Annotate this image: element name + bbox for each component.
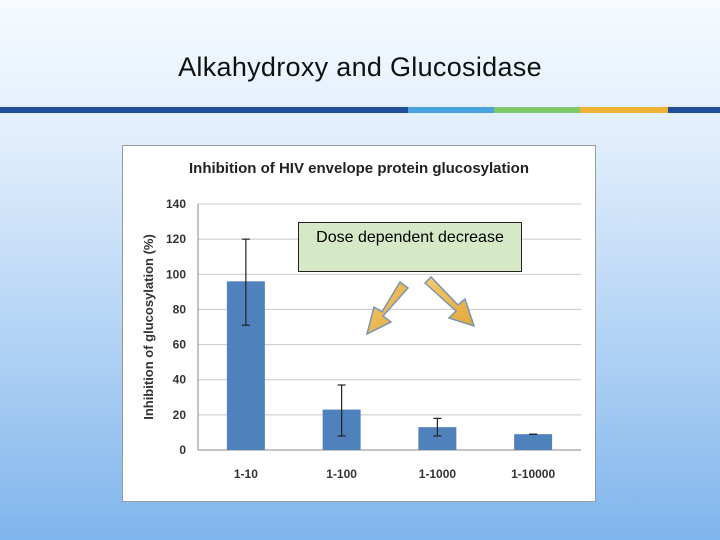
y-tick-label: 140 [166,197,186,211]
y-tick-label: 40 [173,373,187,387]
x-tick-label: 1-1000 [419,467,457,481]
chart-frame: Inhibition of HIV envelope protein gluco… [122,145,596,502]
bar [514,434,553,450]
x-tick-label: 1-10 [234,467,258,481]
stripe-segment-1 [0,107,408,113]
stripe-segment-5 [668,107,720,113]
stripe-segment-4 [580,107,668,113]
bar-chart: 0 20 40 60 80 100 120 140 Inhibition of glucosyl… [141,197,581,481]
y-tick-label: 20 [173,408,187,422]
bar [418,427,457,450]
right-down-arrow-icon [423,275,476,328]
dose-callout-box: Dose dependent decrease [298,222,522,272]
y-tick-label: 100 [166,267,186,281]
y-axis-label: Inhibition of glucosylation (%) [141,234,156,420]
stripe-segment-2 [408,107,494,113]
y-tick-label: 0 [179,443,186,457]
stripe-segment-3 [494,107,580,113]
x-tick-label: 1-10000 [511,467,555,481]
x-tick-label: 1-100 [326,467,357,481]
y-tick-label: 120 [166,232,186,246]
chart-title: Inhibition of HIV envelope protein gluco… [188,160,529,177]
y-tick-label: 60 [173,338,187,352]
slide-title: Alkahydroxy and Glucosidase [178,52,542,82]
y-tick-label: 80 [173,302,187,316]
left-down-arrow-icon [365,280,410,336]
